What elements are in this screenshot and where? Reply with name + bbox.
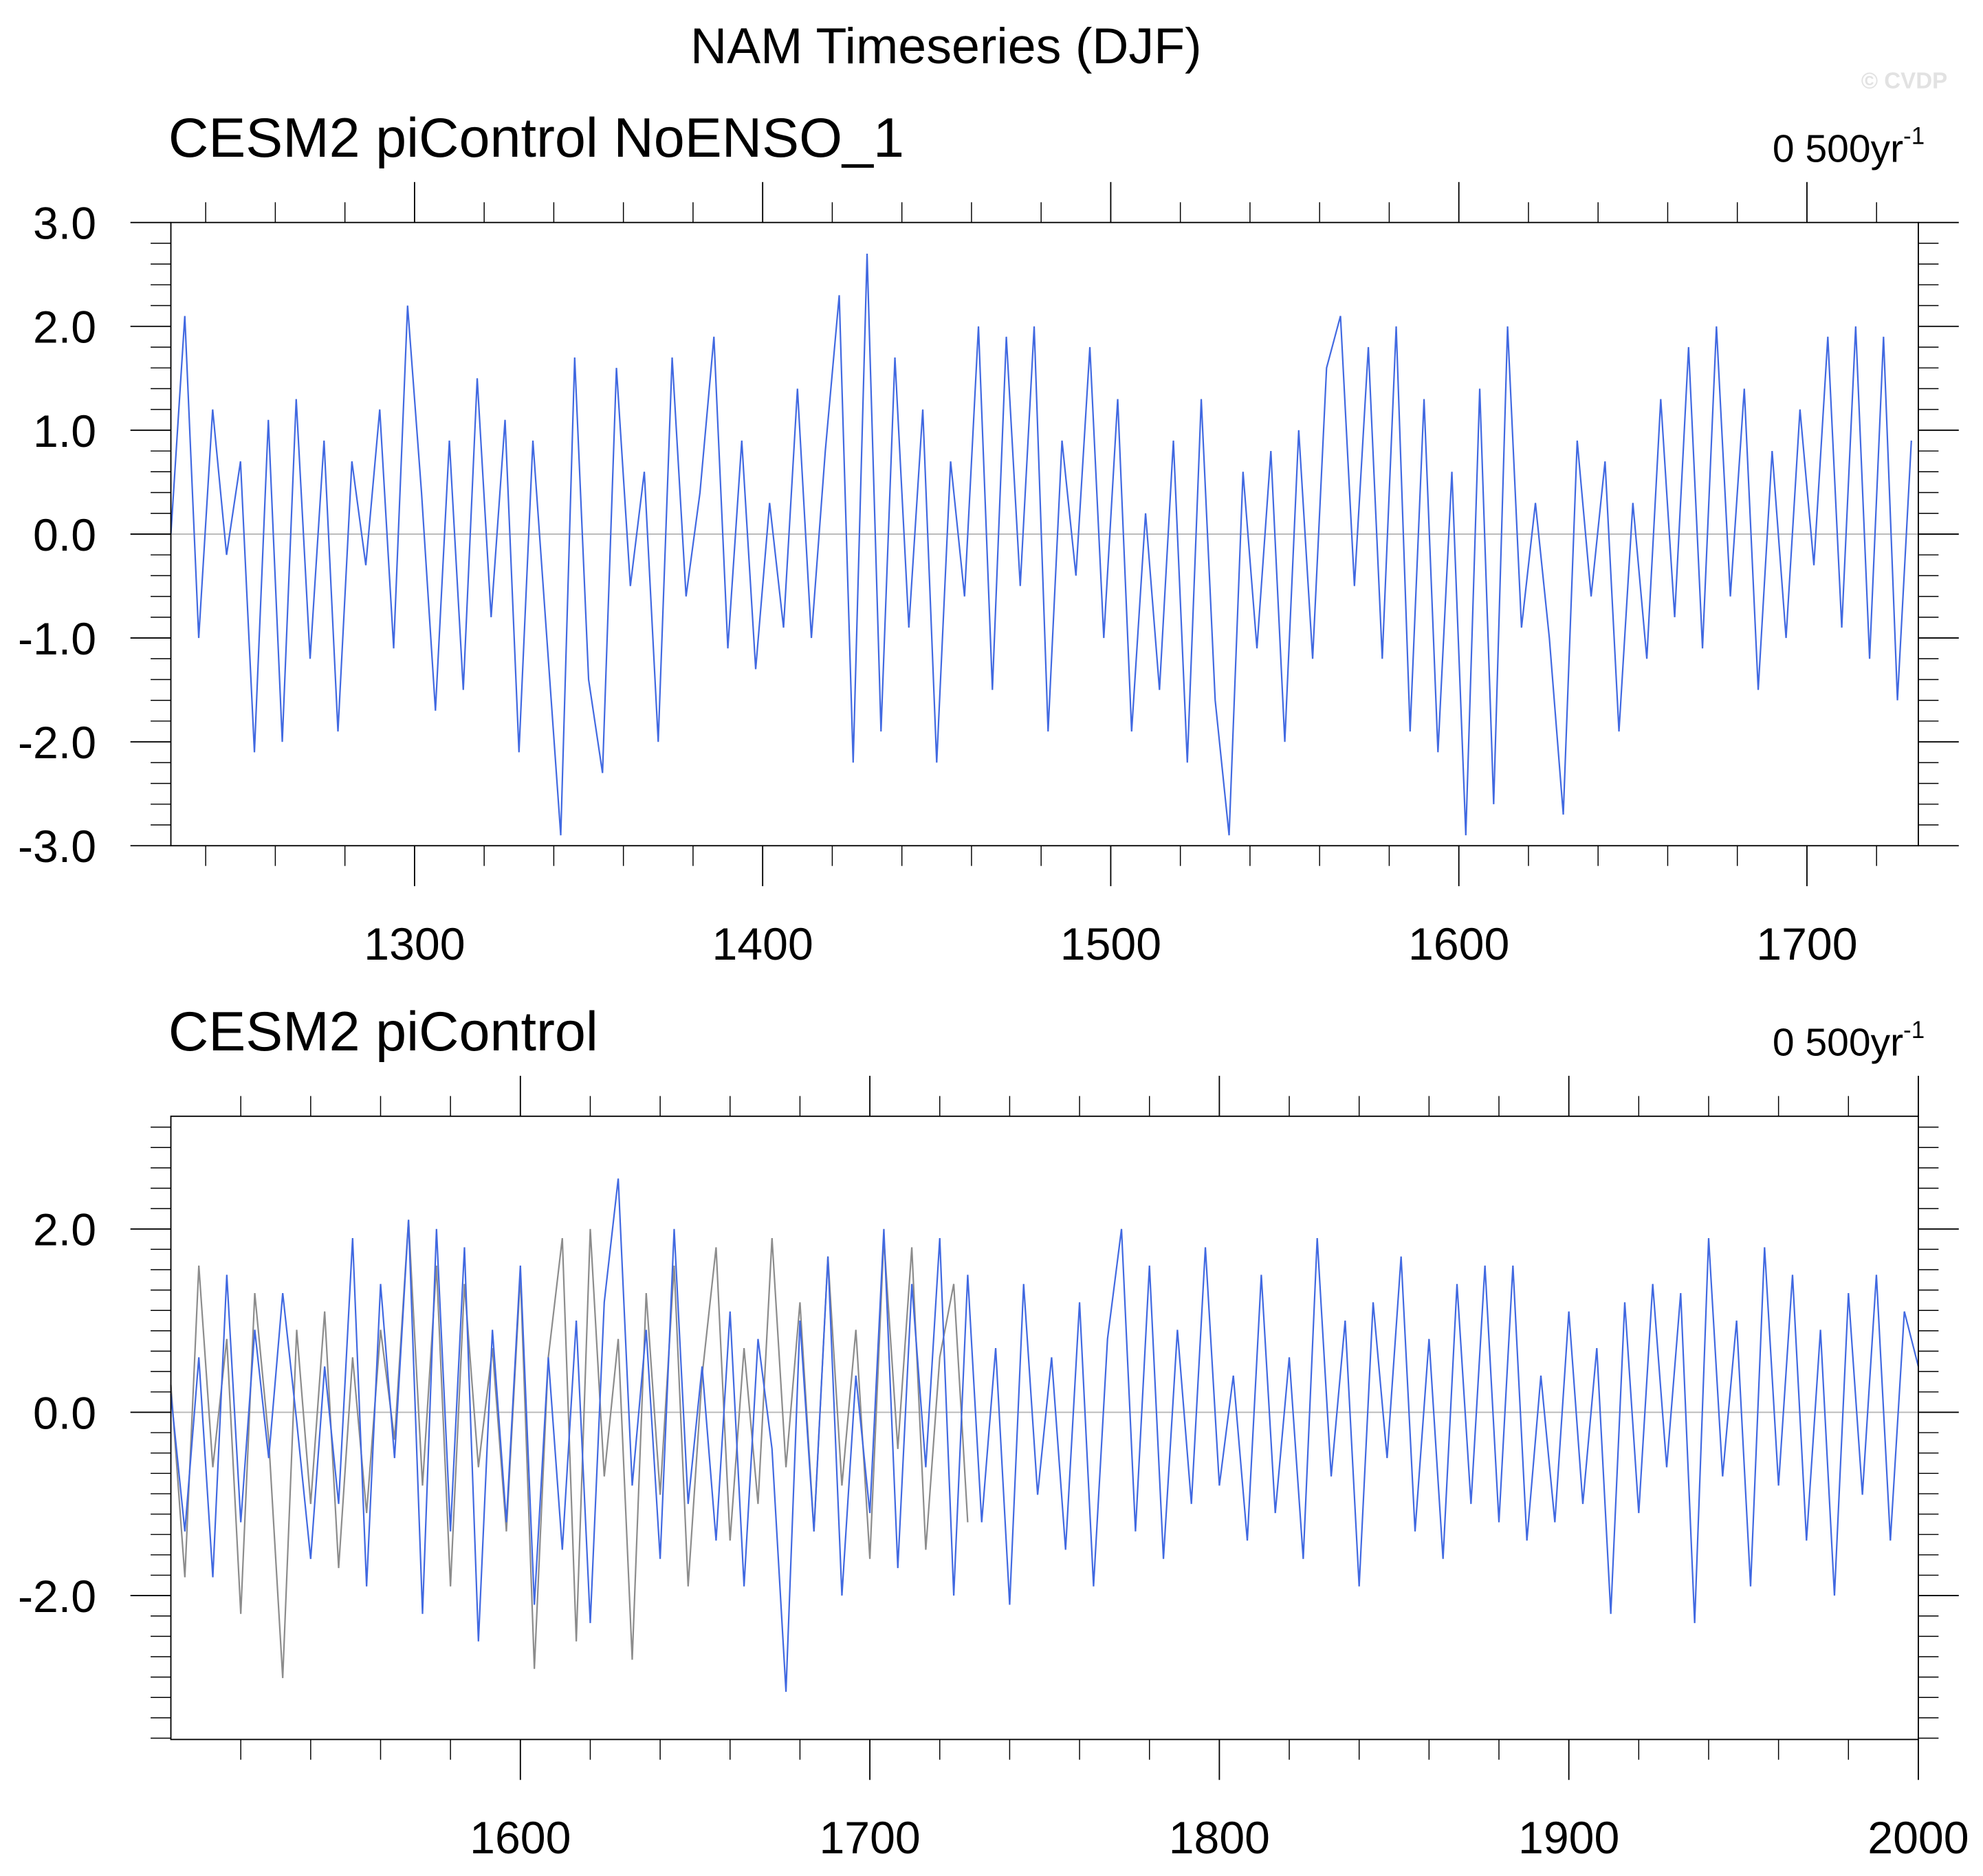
- series-line: [170, 253, 1912, 836]
- y-tick-label: -1.0: [18, 614, 96, 665]
- y-tick-label: -3.0: [18, 821, 96, 872]
- y-tick-label: 0.0: [33, 1388, 96, 1439]
- x-tick-label: 1700: [1756, 919, 1857, 970]
- y-tick-label: -2.0: [18, 718, 96, 769]
- trend-unit-exponent: -1: [1903, 123, 1925, 150]
- y-tick-label: -2.0: [18, 1571, 96, 1622]
- x-tick-label: 1900: [1518, 1813, 1619, 1864]
- x-tick-label: 1300: [364, 919, 465, 970]
- watermark: © CVDP: [1861, 69, 1948, 94]
- series-line: [170, 1220, 969, 1679]
- plot-frame: [170, 1115, 1919, 1741]
- trend-value: 0 500yr: [1773, 126, 1903, 170]
- trend-unit-exponent: -1: [1903, 1017, 1925, 1044]
- series-line: [170, 1178, 1920, 1692]
- trend-label: 0 500yr-1: [1773, 1017, 1925, 1065]
- x-tick-label: 1400: [712, 919, 813, 970]
- y-tick-label: 1.0: [33, 406, 96, 457]
- chart-subtitle: CESM2 piControl: [168, 1001, 598, 1063]
- y-tick-label: 3.0: [33, 199, 96, 250]
- y-tick-label: 2.0: [33, 302, 96, 353]
- x-tick-label: 1600: [470, 1813, 571, 1864]
- x-tick-label: 1600: [1408, 919, 1509, 970]
- y-tick-label: 2.0: [33, 1205, 96, 1256]
- y-tick-label: 0.0: [33, 510, 96, 561]
- x-tick-label: 1800: [1169, 1813, 1270, 1864]
- x-tick-label: 1500: [1060, 919, 1161, 970]
- trend-label: 0 500yr-1: [1773, 123, 1925, 171]
- x-tick-label: 1700: [819, 1813, 920, 1864]
- chart-subtitle: CESM2 piControl NoENSO_1: [168, 107, 904, 169]
- figure-title: NAM Timeseries (DJF): [690, 17, 1202, 74]
- x-tick-label: 2000: [1867, 1813, 1969, 1864]
- trend-value: 0 500yr: [1773, 1021, 1903, 1065]
